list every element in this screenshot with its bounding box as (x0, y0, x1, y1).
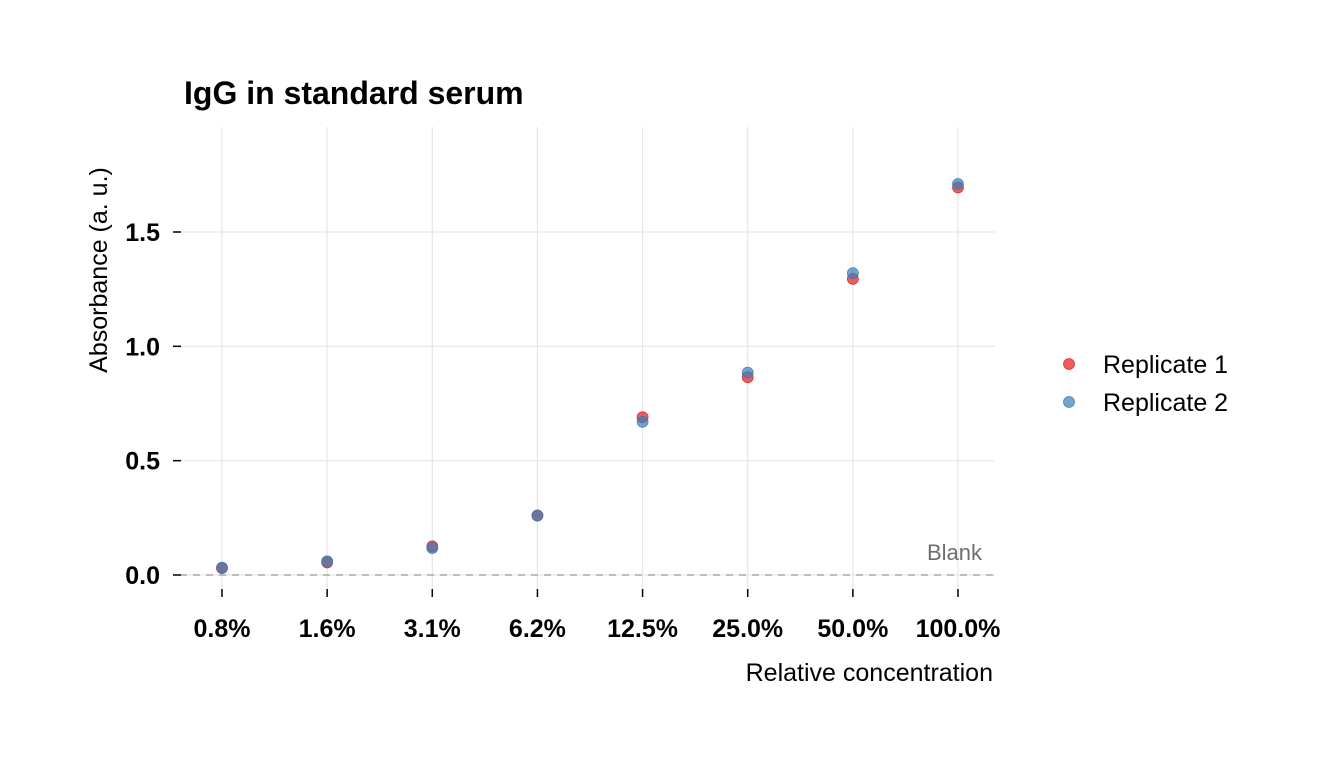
y-tick-label: 0.5 (125, 448, 160, 476)
x-tick-label: 50.0% (817, 615, 888, 643)
data-points (216, 178, 964, 575)
x-tick-label: 1.6% (299, 615, 356, 643)
y-tick-label: 0.0 (125, 562, 160, 590)
legend-label: Replicate 1 (1103, 351, 1228, 379)
legend: Replicate 1 Replicate 2 (1063, 351, 1228, 417)
x-tick-label: 6.2% (509, 615, 566, 643)
data-point-series-2 (741, 366, 754, 379)
reference-line: Blank (180, 540, 995, 576)
grid (180, 127, 995, 589)
x-tick-label: 100.0% (916, 615, 1001, 643)
data-point-series-2 (636, 415, 649, 428)
legend-marker (1063, 396, 1075, 408)
data-point-series-2 (531, 509, 544, 522)
legend-label: Replicate 2 (1103, 389, 1228, 417)
y-tick-label: 1.5 (125, 219, 160, 247)
data-point-series-2 (321, 555, 334, 568)
y-axis-title: Absorbance (a. u.) (85, 167, 113, 373)
x-tick-label: 25.0% (712, 615, 783, 643)
y-axis: 0.0 0.5 1.0 1.5 (125, 219, 181, 590)
x-axis-title: Relative concentration (746, 659, 993, 687)
data-point-series-2 (426, 542, 439, 554)
x-tick-label: 3.1% (404, 615, 461, 643)
x-axis: 0.8% 1.6% 3.1% 6.2% 12.5% 25.0% 50.0% 100.0% (194, 589, 1001, 643)
x-tick-label: 12.5% (607, 615, 678, 643)
chart-title: IgG in standard serum (184, 75, 524, 111)
x-tick-label: 0.8% (194, 615, 251, 643)
legend-marker (1063, 358, 1075, 370)
data-point-series-2 (846, 267, 859, 280)
data-point-series-2 (952, 178, 964, 190)
y-tick-label: 1.0 (125, 333, 160, 361)
blank-label: Blank (927, 540, 983, 565)
data-point-series-2 (216, 561, 228, 574)
